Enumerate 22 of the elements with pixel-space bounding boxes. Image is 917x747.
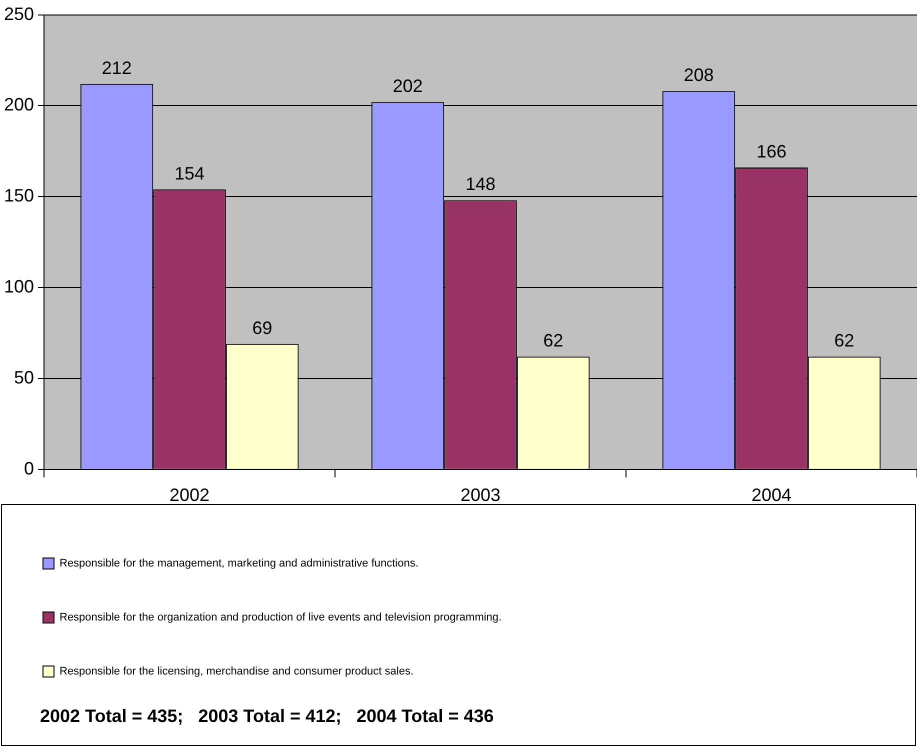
y-tick-label: 50 <box>14 367 34 388</box>
legend-label: Responsible for the licensing, merchandise and consumer product sales. <box>60 666 414 678</box>
data-label: 154 <box>174 163 205 184</box>
y-tick-label: 200 <box>4 94 34 115</box>
x-tick-label: 2003 <box>460 485 501 506</box>
data-label: 212 <box>102 58 132 78</box>
data-label: 148 <box>465 174 496 194</box>
x-tick-label: 2002 <box>170 485 210 506</box>
data-label: 62 <box>834 330 854 351</box>
y-tick-label: 0 <box>24 458 34 478</box>
legend-label: Responsible for the management, marketing and administrative functions. <box>60 558 418 570</box>
text: 2002 Total = 435; 2003 Total = 412; 2004 Total = 436 <box>40 706 494 726</box>
data-label: 208 <box>684 65 714 86</box>
x-tick-label: 2004 <box>751 485 792 506</box>
y-tick-label: 150 <box>4 186 34 206</box>
y-tick-label: 250 <box>4 4 34 24</box>
y-tick-label: 100 <box>4 276 34 297</box>
legend-label: Responsible for the organization and production of live events and television programming. <box>60 612 502 624</box>
data-label: 202 <box>392 76 423 96</box>
data-label: 166 <box>756 142 787 162</box>
data-label: 62 <box>543 330 564 351</box>
data-label: 69 <box>252 318 272 338</box>
